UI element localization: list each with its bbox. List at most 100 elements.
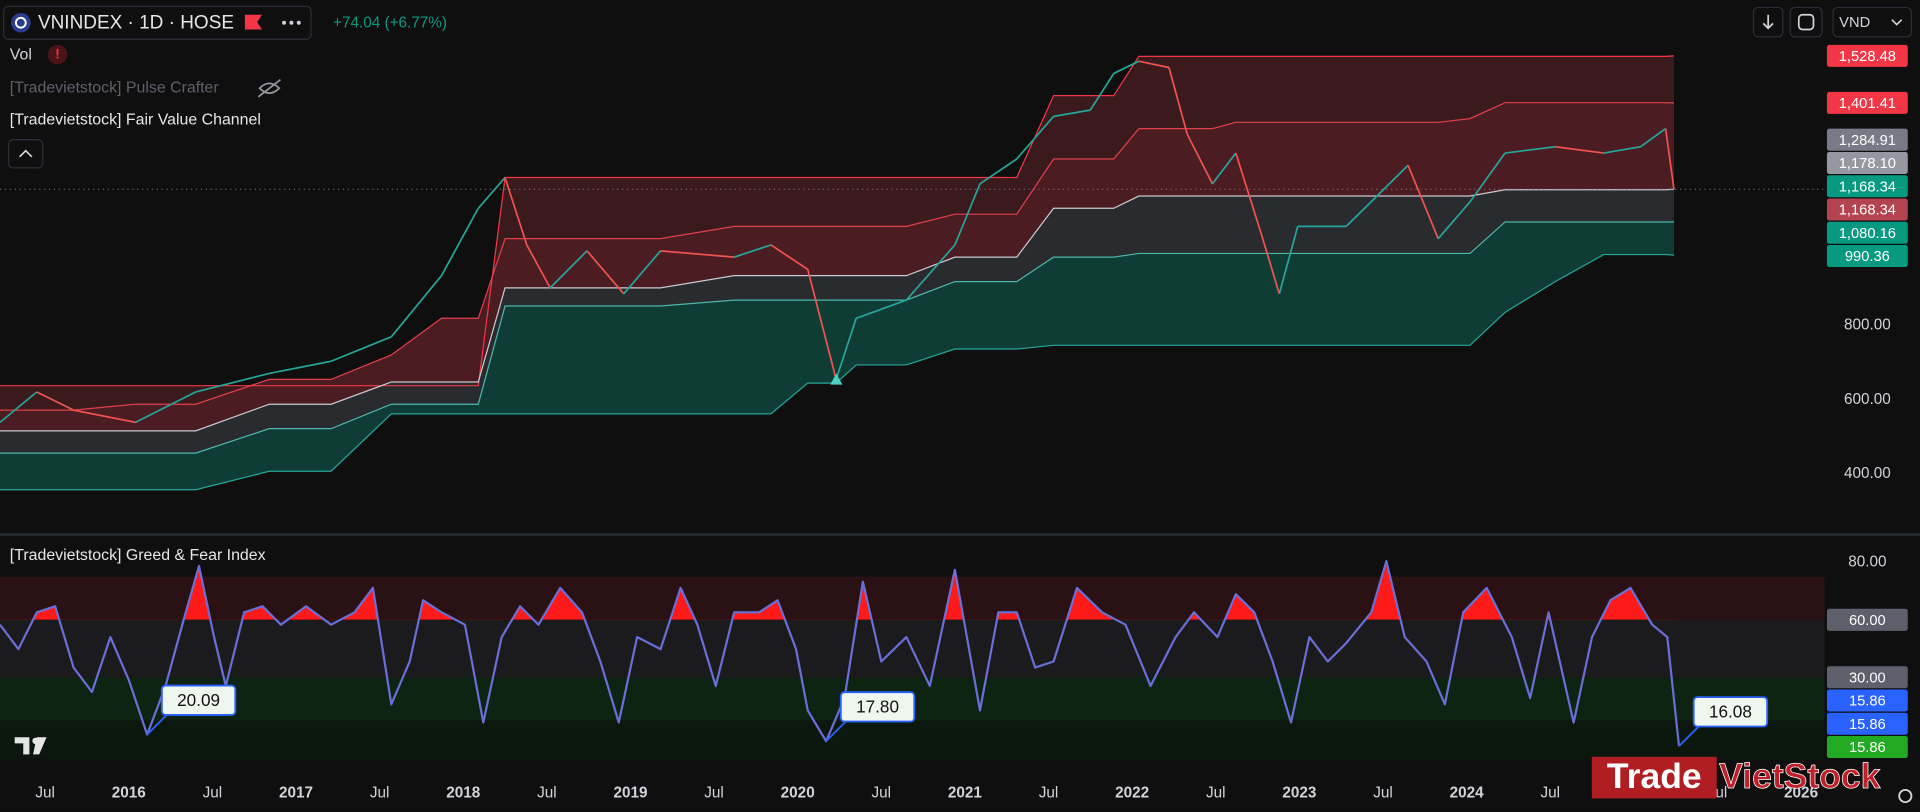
price-tag (1826, 689, 1908, 712)
collapse-button[interactable] (7, 139, 44, 169)
price-tag-label: 990.36 (1845, 249, 1890, 265)
price-segment (477, 176, 506, 209)
price-segment (526, 244, 551, 289)
y-tick-label: 400.00 (1844, 465, 1891, 482)
callout-pointer (1678, 723, 1702, 747)
greed-fill (33, 561, 1650, 620)
warning-mark: ! (55, 47, 59, 62)
more-dot[interactable] (282, 20, 287, 25)
indicator-channel[interactable]: [Tradevietstock] Fair Value Channel (10, 111, 261, 128)
price-segment (330, 335, 392, 363)
currency-text: VND (1839, 15, 1870, 31)
band-line (0, 221, 1674, 454)
price-segment (1469, 152, 1506, 203)
x-tick-label: 2017 (279, 785, 313, 802)
index-line (0, 560, 1681, 747)
price-tag (1826, 151, 1908, 174)
settings-icon[interactable] (1898, 788, 1913, 804)
indicator-vol[interactable]: Vol (10, 46, 32, 63)
band-fill (0, 189, 1674, 454)
price-segment (504, 177, 528, 246)
overlay-layer: 400.00 600.00 800.00 1,528.48 1,401.41 1,284.… (10, 44, 1908, 759)
price-segment (1138, 60, 1170, 69)
callout-box (160, 684, 237, 716)
x-tick-label: 2022 (1115, 785, 1149, 802)
x-tick-label: 2021 (948, 785, 983, 802)
currency-dropdown[interactable] (1832, 6, 1913, 38)
symbol-box[interactable] (3, 5, 312, 40)
x-tick-label: Jul (872, 785, 892, 802)
price-segment (954, 183, 981, 246)
x-tick-label: Jul (1039, 785, 1059, 802)
hidden-eye-icon[interactable] (257, 78, 281, 98)
price-segment (623, 250, 662, 295)
price-tag (1826, 175, 1908, 198)
indicator-pulse[interactable]: [Tradevietstock] Pulse Crafter (10, 79, 220, 96)
band-line (0, 188, 1675, 432)
price-tag-label: 60.00 (1849, 613, 1886, 629)
price-tag-label: 1,168.34 (1839, 179, 1896, 195)
x-tick-label: Jul (1373, 785, 1393, 802)
price-segment (905, 244, 956, 301)
band-fill (0, 102, 1674, 431)
warning-icon[interactable] (47, 44, 68, 65)
plot-layer: Jul 2016 Jul 2017 Jul 2018 Jul 2019 Jul 2020 Jul 20… (0, 55, 1825, 802)
price-tag (1826, 712, 1908, 735)
price-segment (135, 391, 197, 424)
refresh-icon (1797, 13, 1815, 31)
flag-icon[interactable] (244, 14, 263, 30)
price-segment (1016, 115, 1055, 160)
price-tag-label: 15.86 (1849, 740, 1886, 756)
x-tick-label: Jul (537, 785, 557, 802)
x-tick-label: 2018 (446, 785, 481, 802)
price-segment (1260, 232, 1281, 295)
x-tick-label: Jul (35, 785, 55, 802)
price-tag-label: 1,528.48 (1839, 49, 1896, 65)
price-tag (1826, 608, 1908, 631)
price-segment (195, 372, 270, 393)
watermark-text: VietStock (1719, 756, 1880, 796)
symbol-logo (11, 12, 31, 33)
price-segment (733, 244, 772, 258)
price-tag (1826, 44, 1908, 67)
price-segment (1407, 164, 1439, 239)
price-segment (269, 360, 332, 375)
collapse-icon (18, 149, 33, 158)
pane-title: [Tradevietstock] Greed & Fear Index (10, 547, 266, 564)
callout-label: 16.08 (1709, 702, 1752, 722)
zone (0, 720, 1825, 760)
price-segment (1113, 60, 1140, 75)
price-segment (1089, 72, 1115, 111)
price-tag (1826, 666, 1908, 689)
callout-pointer (146, 711, 170, 736)
tv-logo-dot (32, 737, 39, 745)
price-tag (1826, 198, 1908, 221)
price-segment (1053, 109, 1091, 118)
refresh-button[interactable] (1789, 6, 1823, 38)
price-tag (1826, 128, 1908, 151)
price-segment (1186, 134, 1214, 185)
y-tick-label: 600.00 (1844, 391, 1891, 408)
x-tick-label: Jul (1206, 785, 1226, 802)
callout-box (839, 691, 916, 723)
symbol-title: VNINDEX · 1D · HOSE (38, 12, 234, 33)
x-tick-label: 2023 (1282, 785, 1316, 802)
y-tick-label: 80.00 (1848, 553, 1886, 570)
band-fill (0, 221, 1674, 490)
price-tag-label: 30.00 (1849, 670, 1886, 686)
x-tick-label: 2026 (1784, 785, 1818, 802)
more-dot (289, 20, 294, 25)
price-segment (1664, 128, 1675, 190)
callout-label: 20.09 (177, 690, 220, 710)
price-segment (1437, 201, 1471, 240)
callout-box (1692, 696, 1769, 728)
watermark-text: Trade (1607, 756, 1702, 796)
watermark-box (1591, 756, 1717, 799)
price-segment (1603, 145, 1641, 154)
x-tick-label: 2016 (112, 785, 146, 802)
x-tick-label: 2019 (613, 785, 647, 802)
price-segment (36, 391, 74, 411)
price-segment (1168, 67, 1189, 135)
price-segment (0, 391, 38, 424)
